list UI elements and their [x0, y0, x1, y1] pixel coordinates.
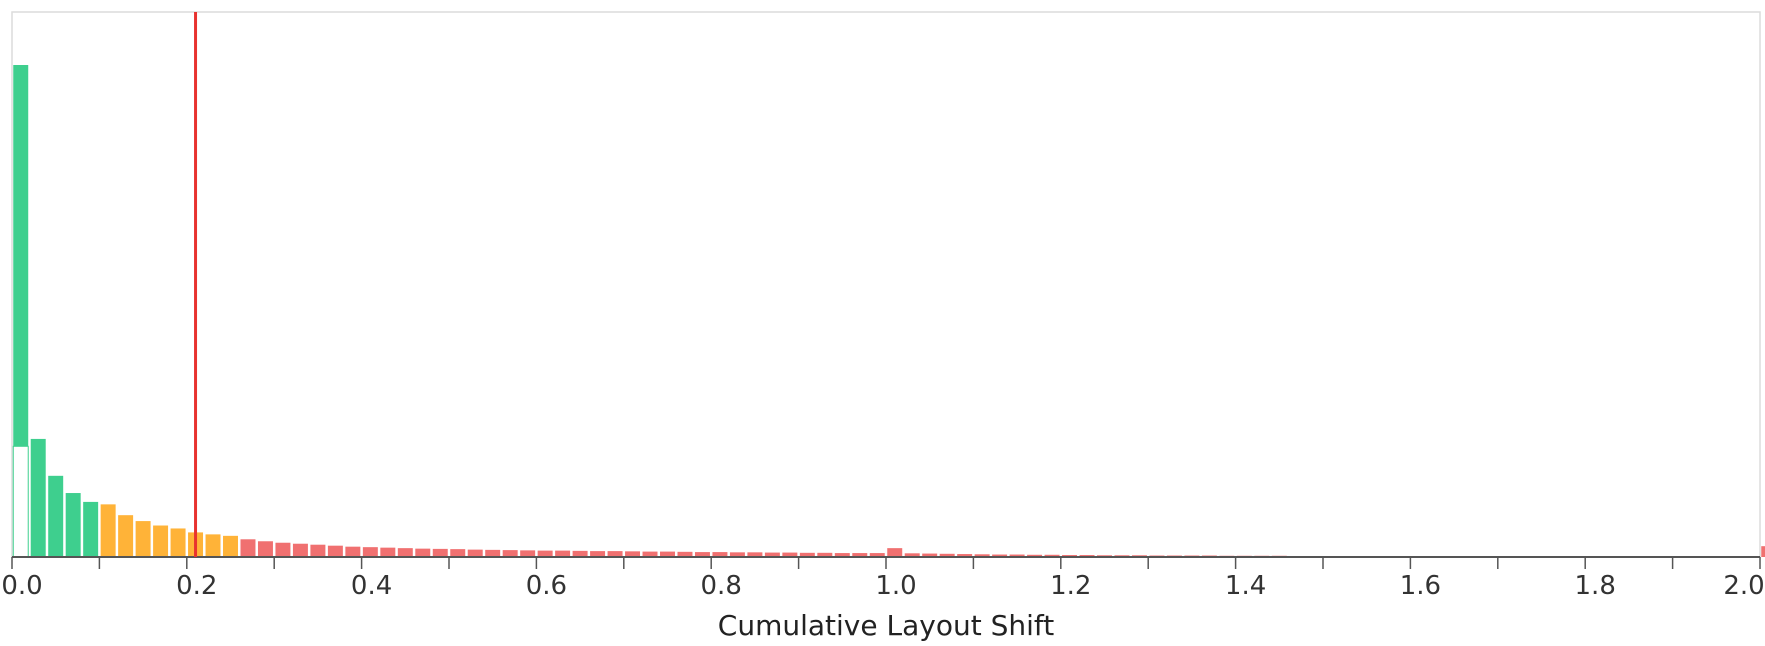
- x-tick-label: 0.4: [351, 571, 392, 601]
- histogram-bar: [240, 539, 256, 557]
- histogram-bar: [607, 551, 623, 557]
- histogram-bar: [660, 551, 675, 557]
- histogram-bar: [135, 521, 151, 557]
- histogram-bar: [257, 541, 273, 557]
- histogram-bar: [292, 543, 308, 557]
- histogram-bar: [467, 549, 483, 557]
- histogram-bar: [118, 515, 134, 557]
- histogram-bar: [712, 552, 728, 557]
- histogram-bar: [153, 525, 169, 557]
- plot-frame: [11, 11, 1761, 558]
- histogram-bar: [327, 545, 343, 557]
- histogram-bar: [782, 552, 798, 557]
- histogram-bar: [502, 550, 518, 557]
- histogram-bar: [729, 552, 745, 557]
- histogram-bar: [1027, 554, 1043, 557]
- histogram-bar: [520, 550, 536, 557]
- x-tick-label: 1.8: [1575, 571, 1616, 601]
- histogram-bar: [397, 548, 413, 557]
- x-tick-label: 1.0: [875, 571, 916, 601]
- histogram-bar: [904, 553, 920, 557]
- histogram-bar: [205, 534, 221, 557]
- histogram-bars: [12, 65, 1765, 558]
- histogram-bar: [1009, 554, 1025, 557]
- histogram-bar: [345, 546, 361, 557]
- histogram-bar: [694, 552, 710, 557]
- x-axis-title: Cumulative Layout Shift: [718, 609, 1054, 642]
- histogram-bar: [13, 65, 29, 557]
- highlighted-bar-segment: [12, 445, 29, 558]
- x-tick-label: 0.8: [701, 571, 742, 601]
- histogram-bar: [590, 551, 606, 557]
- histogram-bar: [939, 553, 955, 557]
- histogram-bar: [1044, 554, 1060, 557]
- x-tick-label: 0.0: [1, 571, 42, 601]
- x-tick-label: 1.2: [1050, 571, 1091, 601]
- histogram-bar: [799, 552, 815, 557]
- histogram-bar: [485, 549, 501, 557]
- histogram-bar: [1761, 546, 1765, 557]
- histogram-bar: [957, 554, 973, 557]
- histogram-bar: [625, 551, 641, 557]
- histogram-bar: [48, 475, 64, 557]
- histogram-bar: [834, 553, 850, 557]
- x-tick-label: 0.2: [176, 571, 217, 601]
- histogram-bar: [362, 547, 378, 557]
- histogram-bar: [642, 551, 658, 557]
- histogram-bar: [869, 553, 885, 557]
- histogram-bar: [310, 544, 326, 557]
- histogram-bar: [887, 548, 903, 557]
- x-tick-label: 1.4: [1225, 571, 1266, 601]
- histogram-bar: [992, 554, 1008, 557]
- x-tick-label: 2.0: [1723, 571, 1764, 601]
- histogram-bar: [65, 493, 81, 557]
- histogram-bar: [555, 550, 571, 557]
- histogram-bar: [432, 548, 448, 557]
- histogram-bar: [852, 553, 868, 557]
- histogram-bar: [275, 542, 291, 557]
- histogram-bar: [415, 548, 431, 557]
- histogram-bar: [747, 552, 763, 557]
- histogram-bar: [450, 549, 466, 557]
- histogram-bar: [764, 552, 780, 557]
- histogram-bar: [223, 535, 238, 557]
- histogram-bar: [922, 553, 938, 557]
- histogram-bar: [380, 547, 396, 557]
- x-axis-ticks: 0.0 0.2 0.4 0.6 0.8 1.0 1.2 1.4 1.6 1.8 2.0: [1, 557, 1765, 601]
- histogram-bar: [677, 551, 693, 557]
- histogram-bar: [537, 550, 553, 557]
- histogram-bar: [974, 554, 990, 557]
- histogram-bar: [100, 504, 116, 557]
- histogram-bar: [817, 552, 833, 557]
- histogram-bar: [170, 528, 186, 557]
- x-tick-label: 0.6: [526, 571, 567, 601]
- histogram-bar: [30, 438, 46, 557]
- x-tick-label: 1.6: [1400, 571, 1441, 601]
- histogram-bar: [572, 550, 588, 557]
- histogram-bar: [83, 501, 99, 557]
